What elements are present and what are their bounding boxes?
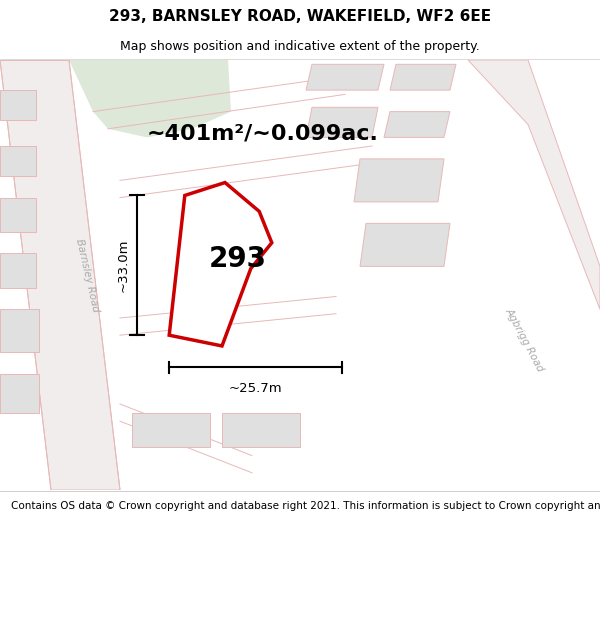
Polygon shape: [198, 211, 240, 271]
Polygon shape: [0, 60, 120, 490]
Polygon shape: [306, 107, 378, 138]
Polygon shape: [0, 90, 36, 120]
Polygon shape: [132, 412, 210, 447]
Polygon shape: [169, 182, 272, 346]
Text: 293, BARNSLEY ROAD, WAKEFIELD, WF2 6EE: 293, BARNSLEY ROAD, WAKEFIELD, WF2 6EE: [109, 9, 491, 24]
Polygon shape: [384, 112, 450, 138]
Polygon shape: [69, 60, 231, 138]
Text: ~25.7m: ~25.7m: [229, 382, 283, 396]
Polygon shape: [0, 254, 36, 288]
Polygon shape: [354, 159, 444, 202]
Polygon shape: [0, 374, 39, 413]
Polygon shape: [222, 412, 300, 447]
Text: Map shows position and indicative extent of the property.: Map shows position and indicative extent…: [120, 40, 480, 53]
Polygon shape: [360, 223, 450, 266]
Text: Barnsley Road: Barnsley Road: [74, 238, 100, 312]
Text: 293: 293: [209, 245, 267, 273]
Polygon shape: [468, 60, 600, 309]
Polygon shape: [390, 64, 456, 90]
Polygon shape: [0, 146, 36, 176]
Polygon shape: [0, 309, 39, 352]
Text: Contains OS data © Crown copyright and database right 2021. This information is : Contains OS data © Crown copyright and d…: [11, 501, 600, 511]
Text: ~401m²/~0.099ac.: ~401m²/~0.099ac.: [147, 123, 379, 143]
Text: Agbrigg Road: Agbrigg Road: [504, 306, 546, 373]
Polygon shape: [306, 64, 384, 90]
Polygon shape: [0, 198, 36, 232]
Text: ~33.0m: ~33.0m: [117, 239, 130, 292]
